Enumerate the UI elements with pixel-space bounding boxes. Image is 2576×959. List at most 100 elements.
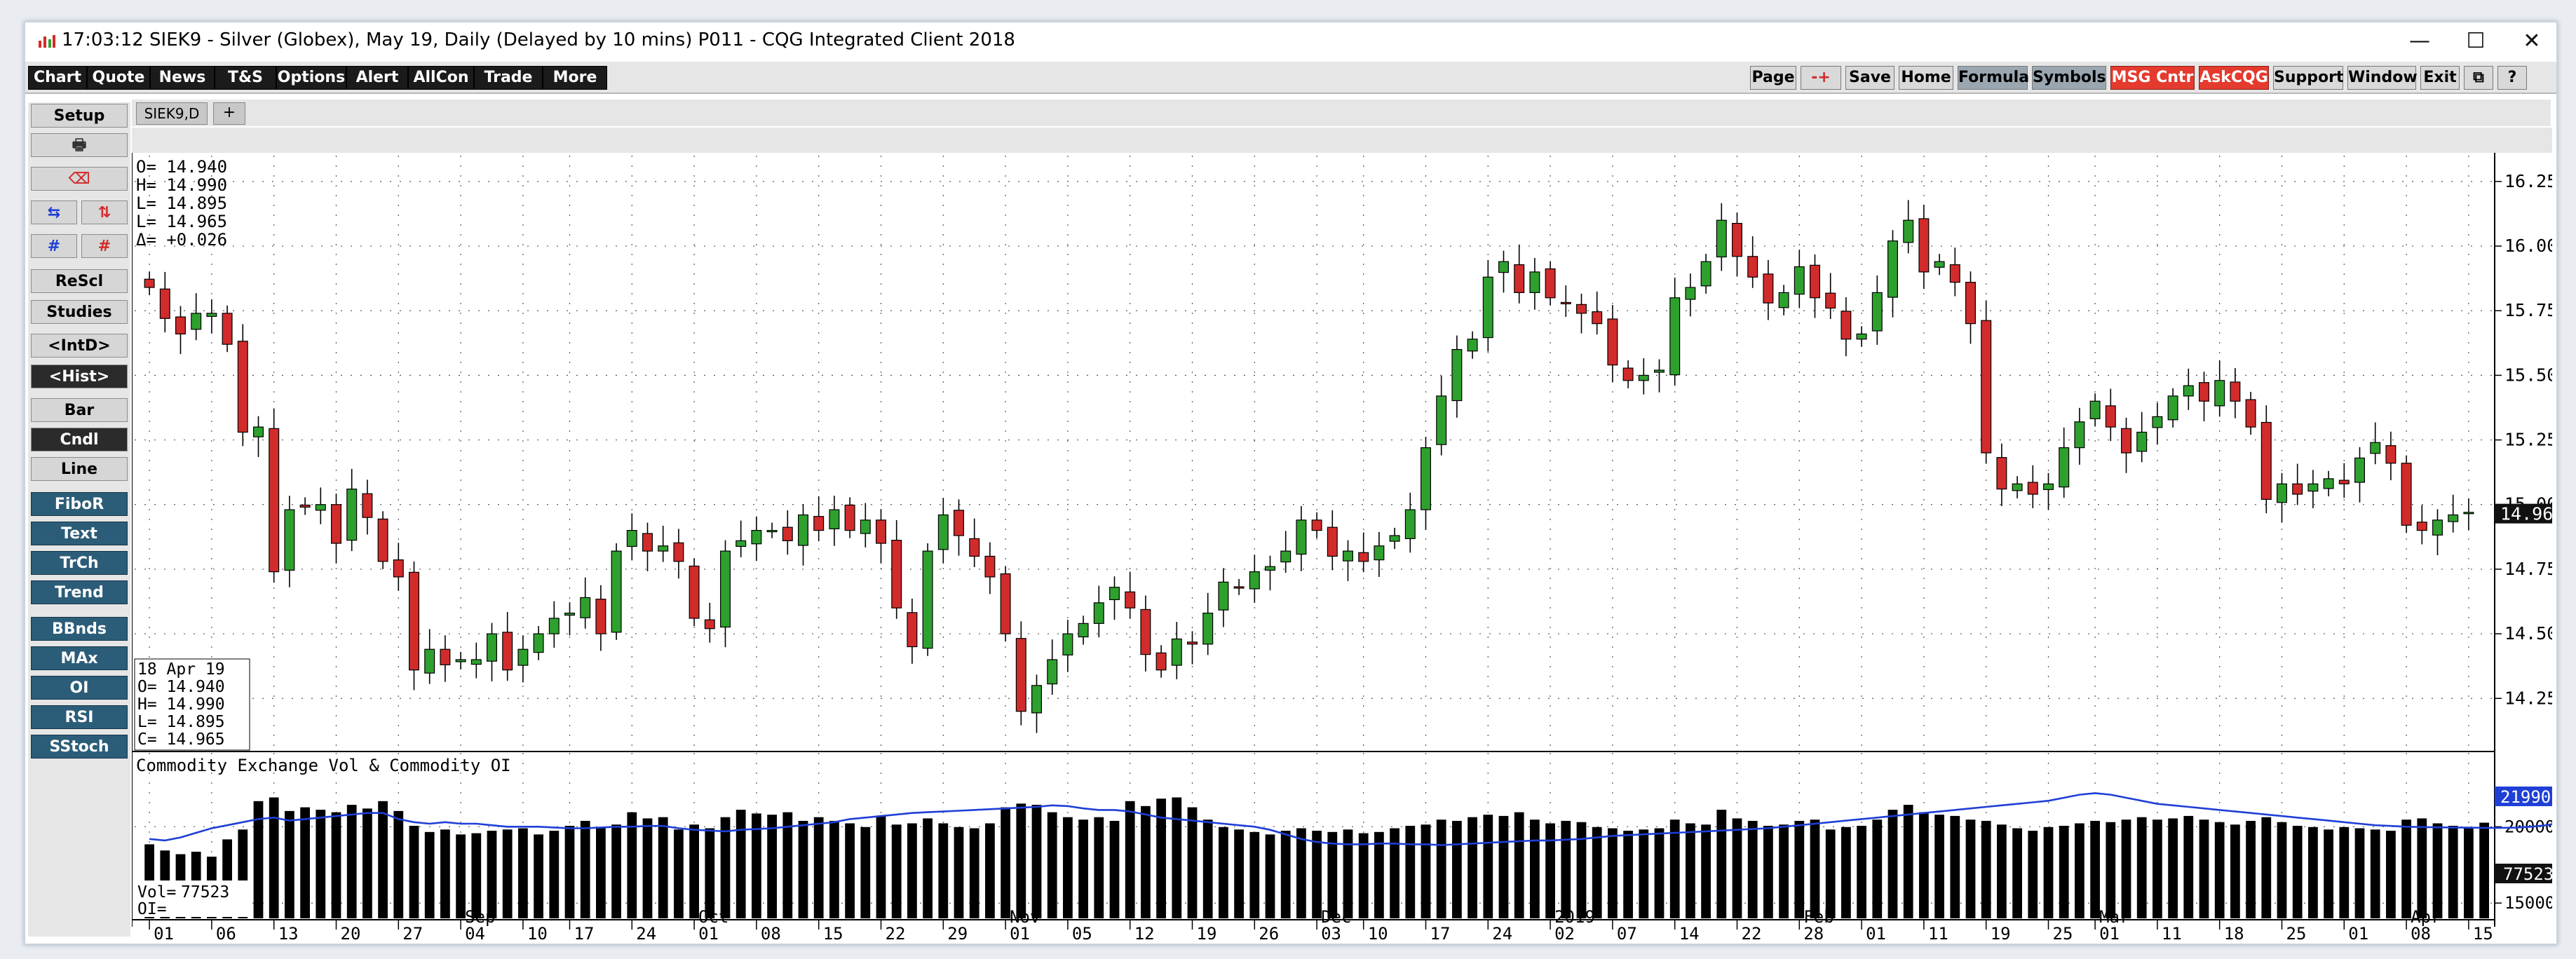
- sidebar-intd-button[interactable]: <IntD>: [31, 334, 128, 358]
- toolbar-page-button[interactable]: Page: [1750, 66, 1796, 90]
- toolbar-save-button[interactable]: Save: [1845, 66, 1894, 90]
- tab-siek9-daily[interactable]: SIEK9,D: [136, 102, 208, 125]
- volume-bar: [362, 808, 372, 918]
- toolbar-options-button[interactable]: Options: [276, 66, 346, 90]
- candle-body: [704, 619, 715, 630]
- sidebar-max-button[interactable]: MAx: [31, 646, 128, 670]
- toolbar-support-button[interactable]: Support: [2273, 66, 2343, 90]
- candle-body: [1810, 264, 1820, 299]
- volume-bar: [2448, 826, 2458, 918]
- sidebar-sstoch-button[interactable]: SStoch: [31, 735, 128, 759]
- swap-h-icon[interactable]: ⇆: [31, 200, 77, 224]
- candle-body: [1000, 573, 1011, 634]
- sidebar-hist-button[interactable]: <Hist>: [31, 365, 128, 388]
- toolbar-btn1-button[interactable]: -+: [1801, 66, 1841, 90]
- candle-body: [2152, 416, 2163, 428]
- toolbar-allcon-button[interactable]: AllCon: [408, 66, 474, 90]
- volume-bar: [316, 810, 326, 918]
- volume-bar: [1265, 834, 1275, 918]
- candle-body: [1732, 222, 1742, 257]
- window-title-text: SIEK9 - Silver (Globex), May 19, Daily (…: [149, 29, 1015, 50]
- chart-tab-row: SIEK9,D +: [132, 100, 2551, 126]
- close-button[interactable]: ✕: [2523, 29, 2541, 53]
- x-tick-label: 11: [2162, 924, 2182, 944]
- volume-bar: [518, 828, 528, 918]
- candle-body: [751, 530, 762, 545]
- volume-bar: [2417, 818, 2427, 918]
- candle-body: [876, 519, 886, 544]
- candle-body: [813, 516, 825, 531]
- sidebar-trch-button[interactable]: TrCh: [31, 551, 128, 575]
- x-tick-label: 15: [823, 924, 843, 944]
- volume-bar: [1514, 812, 1524, 918]
- sidebar-rescl-button[interactable]: ReScl: [31, 269, 128, 293]
- maximize-button[interactable]: ☐: [2466, 29, 2486, 53]
- candle-body: [642, 533, 653, 552]
- toolbar-alert-button[interactable]: Alert: [346, 66, 408, 90]
- sidebar-fibor-button[interactable]: FiboR: [31, 492, 128, 516]
- eraser-icon[interactable]: ⌫: [31, 167, 128, 191]
- sidebar-setup-button[interactable]: Setup: [31, 104, 128, 128]
- toolbar-ts-button[interactable]: T&S: [215, 66, 276, 90]
- toolbar-btn11-button[interactable]: ⧉: [2464, 66, 2493, 90]
- toolbar-btn12-button[interactable]: ?: [2497, 66, 2527, 90]
- volume-bar: [502, 829, 513, 918]
- candle-body: [1031, 685, 1042, 714]
- last-bar-box: [134, 658, 250, 751]
- x-tick-label: 06: [216, 924, 236, 944]
- sidebar-rsi-button[interactable]: RSI: [31, 705, 128, 729]
- volume-bar: [767, 815, 777, 918]
- toolbar-more-button[interactable]: More: [543, 66, 607, 90]
- swap-v-icon[interactable]: ⇅: [81, 200, 128, 224]
- volume-bar: [782, 812, 793, 918]
- candle-body: [798, 514, 808, 546]
- sidebar-studies-button[interactable]: Studies: [31, 300, 128, 324]
- sidebar-bbnds-button[interactable]: BBnds: [31, 617, 128, 641]
- toolbar-trade-button[interactable]: Trade: [474, 66, 543, 90]
- volume-bar: [253, 801, 264, 918]
- sidebar-line-button[interactable]: Line: [31, 457, 128, 481]
- volume-bar: [627, 812, 637, 918]
- ohlc-header-line: L= 14.965: [136, 212, 227, 231]
- volume-bar: [331, 812, 341, 918]
- toolbar-quote-button[interactable]: Quote: [87, 66, 150, 90]
- sidebar-oi-button[interactable]: OI: [31, 676, 128, 700]
- candle-body: [1280, 550, 1292, 563]
- x-tick-label: 01: [154, 924, 174, 944]
- volume-bar: [1779, 824, 1789, 918]
- toolbar-chart-button[interactable]: Chart: [28, 66, 87, 90]
- grid-icon[interactable]: #: [31, 234, 77, 258]
- volume-bar: [969, 828, 979, 918]
- candle-body: [1062, 633, 1073, 655]
- candle-body: [689, 565, 700, 619]
- minimize-button[interactable]: —: [2409, 29, 2430, 53]
- toolbar-news-button[interactable]: News: [150, 66, 215, 90]
- volume-bar: [1312, 831, 1322, 918]
- candle-body: [548, 618, 560, 634]
- clock-time: 17:03:12: [62, 29, 144, 50]
- volume-bar: [285, 810, 294, 918]
- toolbar-exit-button[interactable]: Exit: [2420, 66, 2460, 90]
- print-icon[interactable]: 🖶: [31, 133, 128, 157]
- toolbar-msgcntr-button[interactable]: MSG Cntr: [2110, 66, 2195, 90]
- add-tab-button[interactable]: +: [213, 102, 245, 125]
- sidebar-trend-button[interactable]: Trend: [31, 580, 128, 604]
- volume-bar: [2354, 828, 2365, 918]
- candle-body: [1482, 276, 1493, 339]
- toolbar-askcqg-button[interactable]: AskCQG: [2199, 66, 2269, 90]
- volume-bar: [2324, 829, 2333, 918]
- volume-bar: [1405, 826, 1416, 918]
- grid2-icon[interactable]: #: [81, 234, 128, 258]
- sidebar-bar-button[interactable]: Bar: [31, 398, 128, 422]
- price-chart[interactable]: 01 06 13 20 27 04 10 17 24 01 08 15 22 29 01 05 12 19 26 03…: [132, 128, 2552, 944]
- sidebar-text-button[interactable]: Text: [31, 522, 128, 545]
- toolbar-home-button[interactable]: Home: [1899, 66, 1953, 90]
- toolbar-formula-button[interactable]: Formula: [1958, 66, 2029, 90]
- candle-body: [2401, 463, 2412, 526]
- volume-bar: [1794, 820, 1805, 918]
- toolbar-window-button[interactable]: Window: [2347, 66, 2418, 90]
- toolbar-symbols-button[interactable]: Symbols: [2032, 66, 2106, 90]
- sidebar-cndl-button[interactable]: Cndl: [31, 428, 128, 451]
- candle-body: [2167, 395, 2178, 421]
- x-tick-label: 13: [278, 924, 299, 944]
